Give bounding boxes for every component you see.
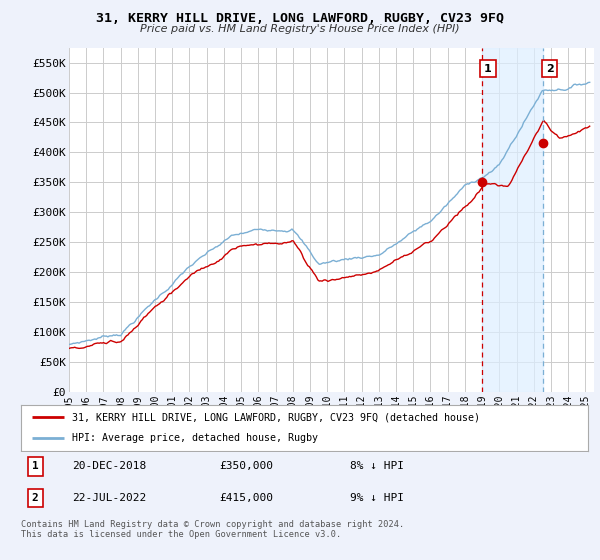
Text: HPI: Average price, detached house, Rugby: HPI: Average price, detached house, Rugb… bbox=[72, 433, 318, 444]
Text: 31, KERRY HILL DRIVE, LONG LAWFORD, RUGBY, CV23 9FQ: 31, KERRY HILL DRIVE, LONG LAWFORD, RUGB… bbox=[96, 12, 504, 25]
Text: 9% ↓ HPI: 9% ↓ HPI bbox=[350, 493, 404, 503]
Text: 1: 1 bbox=[32, 461, 38, 472]
Text: 31, KERRY HILL DRIVE, LONG LAWFORD, RUGBY, CV23 9FQ (detached house): 31, KERRY HILL DRIVE, LONG LAWFORD, RUGB… bbox=[72, 412, 480, 422]
Text: Price paid vs. HM Land Registry's House Price Index (HPI): Price paid vs. HM Land Registry's House … bbox=[140, 24, 460, 34]
Text: 1: 1 bbox=[484, 64, 492, 73]
Text: £415,000: £415,000 bbox=[220, 493, 274, 503]
Text: 2: 2 bbox=[32, 493, 38, 503]
Text: 20-DEC-2018: 20-DEC-2018 bbox=[72, 461, 146, 472]
Text: 8% ↓ HPI: 8% ↓ HPI bbox=[350, 461, 404, 472]
Text: Contains HM Land Registry data © Crown copyright and database right 2024.
This d: Contains HM Land Registry data © Crown c… bbox=[21, 520, 404, 539]
Text: 2: 2 bbox=[546, 64, 554, 73]
Text: 22-JUL-2022: 22-JUL-2022 bbox=[72, 493, 146, 503]
Text: £350,000: £350,000 bbox=[220, 461, 274, 472]
Bar bbox=[482, 48, 543, 392]
